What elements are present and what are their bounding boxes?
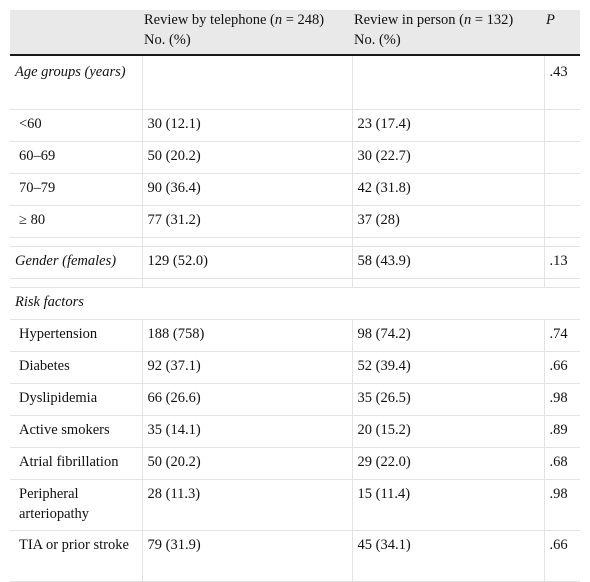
- table-row: TIA or prior stroke 79 (31.9) 45 (34.1) …: [10, 530, 580, 582]
- row-label: Diabetes: [10, 351, 143, 384]
- header-person-n: n: [463, 12, 472, 28]
- row-label: Peripheral arteriopathy: [10, 479, 143, 531]
- data-table: Review by telephone (n = 248) No. (%) Re…: [10, 10, 580, 582]
- table-cell: 58 (43.9): [352, 246, 545, 279]
- header-telephone-post: = 248): [282, 12, 325, 28]
- row-label: Gender (females): [10, 246, 143, 279]
- row-label: <60: [10, 109, 143, 142]
- spacer-cell: [352, 278, 545, 288]
- spacer-cell: [10, 278, 143, 288]
- table-cell: 50 (20.2): [142, 141, 353, 174]
- section-label: Age groups (years): [10, 55, 143, 110]
- header-empty: [10, 10, 142, 55]
- spacer-cell: [10, 237, 143, 247]
- section-label: Risk factors: [10, 287, 580, 320]
- section-row-risk: Risk factors: [10, 287, 580, 320]
- row-label: 60–69: [10, 141, 143, 174]
- table-cell: 66 (26.6): [142, 383, 353, 416]
- table-cell-p: .43: [544, 55, 580, 110]
- table-cell: 77 (31.2): [142, 205, 353, 238]
- table-cell: 52 (39.4): [352, 351, 545, 384]
- table-cell: 42 (31.8): [352, 173, 545, 206]
- table-cell: 92 (37.1): [142, 351, 353, 384]
- table-cell-p: .98: [544, 479, 580, 531]
- header-telephone-n: n: [274, 12, 283, 28]
- table-cell-p: .66: [544, 530, 580, 582]
- table-cell: 30 (22.7): [352, 141, 545, 174]
- spacer-cell: [352, 237, 545, 247]
- table-cell: 20 (15.2): [352, 415, 545, 448]
- section-row-age: Age groups (years) .43: [10, 55, 580, 110]
- table-cell-p: .74: [544, 319, 580, 352]
- table-cell: 28 (11.3): [142, 479, 353, 531]
- table-cell: 50 (20.2): [142, 447, 353, 480]
- table-cell-p: .89: [544, 415, 580, 448]
- table-cell-p: [544, 205, 580, 238]
- gender-row: Gender (females) 129 (52.0) 58 (43.9) .1…: [10, 246, 580, 279]
- header-telephone: Review by telephone (n = 248) No. (%): [142, 10, 352, 55]
- table-cell: 23 (17.4): [352, 109, 545, 142]
- row-label: TIA or prior stroke: [10, 530, 143, 582]
- spacer-cell: [544, 237, 580, 247]
- table-cell: 15 (11.4): [352, 479, 545, 531]
- table-cell: 37 (28): [352, 205, 545, 238]
- spacer-row: [10, 237, 580, 247]
- table-cell: 45 (34.1): [352, 530, 545, 582]
- header-person-unit: No. (%): [354, 32, 401, 48]
- table-cell-p: [544, 173, 580, 206]
- gender-label: Gender (females): [15, 253, 117, 269]
- table-cell: 188 (758): [142, 319, 353, 352]
- row-label: 70–79: [10, 173, 143, 206]
- table-cell: 35 (14.1): [142, 415, 353, 448]
- table-row: Diabetes 92 (37.1) 52 (39.4) .66: [10, 351, 580, 384]
- table-row: ≥ 80 77 (31.2) 37 (28): [10, 205, 580, 238]
- header-person-pre: Review in person (: [354, 12, 464, 28]
- row-label: Active smokers: [10, 415, 143, 448]
- section-label-text: Age groups (years): [15, 64, 126, 80]
- header-telephone-unit: No. (%): [144, 32, 191, 48]
- header-person-post: = 132): [471, 12, 514, 28]
- spacer-cell: [544, 278, 580, 288]
- table-row: Dyslipidemia 66 (26.6) 35 (26.5) .98: [10, 383, 580, 416]
- table-cell-p: [544, 141, 580, 174]
- header-p: P: [544, 10, 580, 55]
- table-cell-p: .13: [544, 246, 580, 279]
- table-row: Peripheral arteriopathy 28 (11.3) 15 (11…: [10, 479, 580, 531]
- table-cell-p: .68: [544, 447, 580, 480]
- table-cell: 79 (31.9): [142, 530, 353, 582]
- table-cell: 90 (36.4): [142, 173, 353, 206]
- table-row: 60–69 50 (20.2) 30 (22.7): [10, 141, 580, 174]
- table-cell-p: [544, 109, 580, 142]
- table-row: <60 30 (12.1) 23 (17.4): [10, 109, 580, 142]
- table-cell: 98 (74.2): [352, 319, 545, 352]
- header-p-label: P: [546, 12, 555, 28]
- spacer-row: [10, 278, 580, 288]
- table-row: Atrial fibrillation 50 (20.2) 29 (22.0) …: [10, 447, 580, 480]
- row-label: Hypertension: [10, 319, 143, 352]
- header-row: Review by telephone (n = 248) No. (%) Re…: [10, 10, 580, 55]
- row-label: Atrial fibrillation: [10, 447, 143, 480]
- table-cell: 30 (12.1): [142, 109, 353, 142]
- table-container: Review by telephone (n = 248) No. (%) Re…: [10, 10, 580, 582]
- header-telephone-pre: Review by telephone (: [144, 12, 275, 28]
- row-label: ≥ 80: [10, 205, 143, 238]
- table-cell: 129 (52.0): [142, 246, 353, 279]
- section-label-text: Risk factors: [15, 294, 84, 310]
- row-label: Dyslipidemia: [10, 383, 143, 416]
- table-row: 70–79 90 (36.4) 42 (31.8): [10, 173, 580, 206]
- table-cell-p: .66: [544, 351, 580, 384]
- table-row: Hypertension 188 (758) 98 (74.2) .74: [10, 319, 580, 352]
- table-cell: 29 (22.0): [352, 447, 545, 480]
- table-cell: [352, 55, 545, 110]
- table-cell: [142, 55, 353, 110]
- header-person: Review in person (n = 132) No. (%): [352, 10, 544, 55]
- table-cell: 35 (26.5): [352, 383, 545, 416]
- spacer-cell: [142, 237, 353, 247]
- table-row: Active smokers 35 (14.1) 20 (15.2) .89: [10, 415, 580, 448]
- table-cell-p: .98: [544, 383, 580, 416]
- spacer-cell: [142, 278, 353, 288]
